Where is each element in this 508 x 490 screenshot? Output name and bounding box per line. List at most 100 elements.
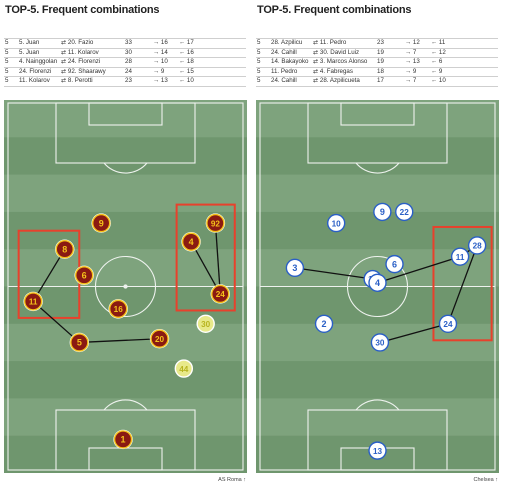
- table-row: 5 11. Pedro ⇄ 4. Fabregas 18 → 9 ← 9: [256, 66, 498, 77]
- player-marker-circle: [91, 213, 111, 233]
- roma-team-name: AS Roma: [218, 477, 242, 483]
- player-number-label: 10: [332, 219, 342, 228]
- chelsea-chart-title: TOP-5. Frequent combinations: [257, 4, 412, 16]
- player-marker: 24: [210, 284, 230, 304]
- table-cell-n: 5: [4, 47, 18, 58]
- table-cell-b: ⇄ 30. David Luiz: [312, 47, 376, 58]
- pitch-stripe: [256, 286, 499, 325]
- table-cell-d: → 14: [152, 47, 178, 58]
- table-cell-a: 4. Nainggolan: [18, 57, 60, 67]
- player-marker-circle: [368, 273, 387, 292]
- table-cell-b: ⇄ 4. Fabregas: [312, 66, 376, 77]
- combination-highlight-box: [432, 225, 493, 342]
- player-marker: 16: [108, 299, 128, 319]
- player-marker-circle: [326, 213, 346, 233]
- pass-link-5-11: [32, 300, 80, 343]
- table-row: 5 24. Florenzi ⇄ 92. Shaarawy 24 → 9 ← 15: [4, 66, 246, 77]
- table-cell-a: 24. Cahill: [270, 47, 312, 58]
- player-marker-circle: [109, 299, 128, 319]
- top-goal-area: [340, 102, 415, 126]
- table-cell-c: 17: [376, 76, 404, 87]
- table-cell-a: 24. Cahill: [270, 76, 312, 87]
- player-marker-circle: [450, 247, 470, 266]
- table-cell-n: 5: [256, 57, 270, 67]
- pitch-markings: [7, 102, 244, 471]
- combination-highlight-box: [175, 203, 236, 312]
- player-marker-circle: [55, 239, 74, 259]
- player-marker: 6: [385, 254, 404, 274]
- bottom-penalty-arc: [103, 399, 148, 411]
- pitch-stripe: [4, 361, 247, 399]
- table-cell-c: 24: [124, 66, 152, 77]
- pass-link-24-30: [379, 323, 449, 344]
- player-number-label: 2: [322, 319, 327, 329]
- player-marker-circle: [467, 236, 487, 255]
- table-cell-n: 5: [256, 76, 270, 87]
- attack-direction-arrow-icon: ↑: [243, 477, 246, 483]
- table-row: 5 4. Nainggolan ⇄ 24. Florenzi 28 → 10 ← 18: [4, 57, 246, 67]
- table-cell-b: ⇄ 11. Kolarov: [60, 47, 124, 58]
- table-cell-a: 11. Kolarov: [18, 76, 60, 87]
- player-number-label: 5: [77, 338, 82, 348]
- table-cell-d: → 12: [404, 38, 430, 48]
- table-row: 5 5. Juan ⇄ 20. Fazio 33 → 16 ← 17: [4, 38, 246, 48]
- player-marker-circle: [370, 333, 390, 352]
- player-marker-circle: [395, 202, 414, 222]
- pass-link-11-4: [377, 256, 461, 284]
- chelsea-team-name: Chelsea: [473, 477, 494, 483]
- player-marker: 9: [373, 202, 392, 222]
- chelsea-pitch: 133022431446109221128: [256, 100, 499, 473]
- table-cell-e: ← 17: [178, 38, 246, 48]
- top-penalty-arc: [355, 162, 400, 174]
- chelsea-combinations-table: 5 28. Azpilicu ⇄ 11. Pedro 23 → 12 ← 11 5 24. C…: [256, 38, 498, 87]
- player-marker-circle: [113, 430, 133, 449]
- player-marker-circle: [174, 359, 194, 378]
- player-number-label: 11: [456, 253, 465, 262]
- player-number-label: 24: [216, 290, 226, 299]
- player-marker: 22: [395, 202, 414, 222]
- player-number-label: 4: [189, 237, 194, 247]
- table-cell-c: 33: [124, 38, 152, 48]
- player-marker-circle: [70, 333, 89, 352]
- table-cell-c: 23: [376, 38, 404, 48]
- player-marker-circle: [206, 213, 225, 233]
- player-number-label: 9: [99, 218, 104, 228]
- table-cell-b: ⇄ 92. Shaarawy: [60, 66, 124, 77]
- player-marker-circle: [385, 254, 404, 274]
- player-marker: 6: [74, 265, 94, 286]
- player-marker-circle: [181, 232, 201, 251]
- table-cell-c: 19: [376, 57, 404, 67]
- table-cell-e: ← 18: [178, 57, 246, 67]
- table-cell-a: 14. Bakayoko: [270, 57, 312, 67]
- pass-link-4-24: [190, 241, 221, 295]
- table-cell-e: ← 15: [178, 66, 246, 77]
- table-cell-e: ← 16: [178, 47, 246, 58]
- table-cell-b: ⇄ 28. Azpilicueta: [312, 76, 376, 87]
- table-cell-d: → 13: [152, 76, 178, 87]
- table-cell-e: ← 10: [430, 76, 498, 87]
- pitch-stripe: [256, 100, 499, 138]
- pitch-stripe: [4, 174, 247, 213]
- player-number-label: 8: [62, 244, 67, 254]
- table-cell-c: 28: [124, 57, 152, 67]
- player-marker: 9: [91, 213, 111, 233]
- table-cell-b: ⇄ 20. Fazio: [60, 38, 124, 48]
- player-number-label: 28: [473, 242, 483, 251]
- table-cell-n: 5: [4, 66, 18, 77]
- player-number-label: 24: [443, 320, 453, 329]
- player-number-label: 30: [375, 339, 385, 348]
- roma-pitch: 1 5 20 11 16 8 6 9 4 92 24 30 44: [4, 100, 247, 473]
- table-cell-d: → 9: [152, 66, 178, 77]
- top-penalty-arc: [103, 162, 148, 174]
- player-marker: 30: [196, 314, 215, 334]
- player-marker: 4: [368, 273, 387, 292]
- player-marker-circle: [285, 258, 305, 278]
- table-cell-n: 5: [4, 38, 18, 48]
- pitch-stripe: [256, 361, 499, 399]
- player-marker: 30: [370, 333, 390, 352]
- pass-link-11-8: [32, 248, 66, 302]
- table-cell-n: 5: [256, 66, 270, 77]
- player-number-label: 11: [29, 298, 38, 307]
- player-marker: 13: [368, 441, 387, 460]
- player-number-label: 22: [400, 208, 410, 217]
